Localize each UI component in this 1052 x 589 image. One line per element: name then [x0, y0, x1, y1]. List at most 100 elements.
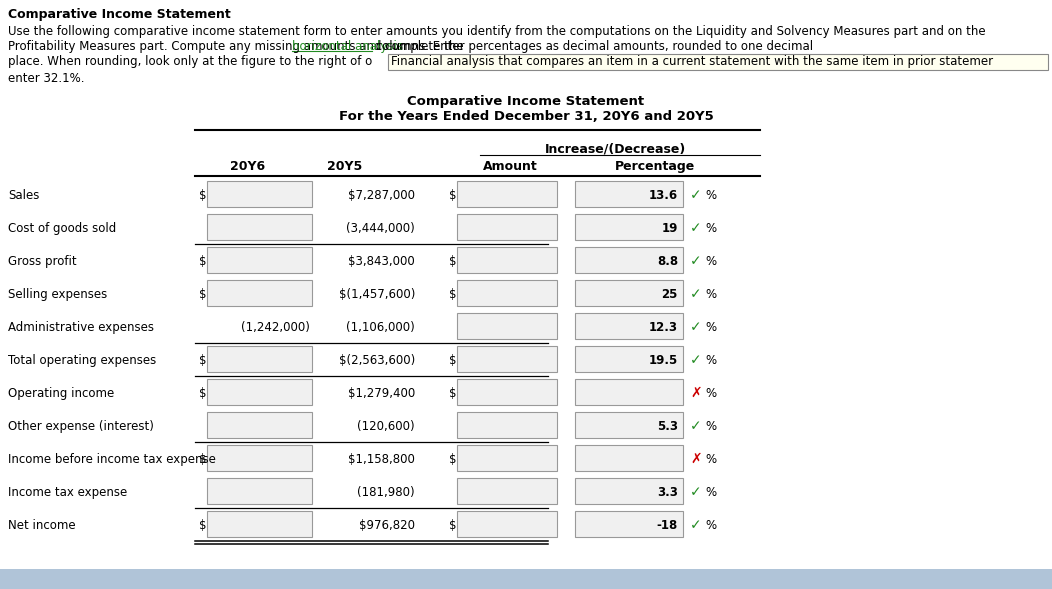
- Bar: [457, 346, 557, 372]
- Text: (3,444,000): (3,444,000): [346, 221, 414, 234]
- Text: ✗: ✗: [690, 452, 702, 466]
- Text: %: %: [705, 254, 716, 267]
- Text: 3.3: 3.3: [658, 486, 677, 499]
- Text: %: %: [705, 188, 716, 201]
- Text: $: $: [199, 254, 206, 267]
- Text: Profitability Measures part. Compute any missing amounts and complete the: Profitability Measures part. Compute any…: [8, 40, 467, 53]
- Text: (1,106,000): (1,106,000): [346, 320, 414, 333]
- Bar: [207, 280, 312, 306]
- Bar: [457, 280, 557, 306]
- Bar: [575, 346, 683, 372]
- Text: Total operating expenses: Total operating expenses: [8, 353, 157, 367]
- Bar: [207, 247, 312, 273]
- Text: $: $: [199, 353, 206, 367]
- Text: $(1,457,600): $(1,457,600): [339, 287, 414, 300]
- Bar: [575, 280, 683, 306]
- Text: Gross profit: Gross profit: [8, 254, 77, 267]
- Text: $: $: [199, 287, 206, 300]
- Text: ✓: ✓: [690, 254, 702, 268]
- Text: ✓: ✓: [690, 320, 702, 334]
- Text: ✓: ✓: [690, 419, 702, 433]
- Text: $1,158,800: $1,158,800: [348, 453, 414, 466]
- Text: %: %: [705, 221, 716, 234]
- Text: Net income: Net income: [8, 519, 76, 532]
- Text: Administrative expenses: Administrative expenses: [8, 320, 154, 333]
- Text: Selling expenses: Selling expenses: [8, 287, 107, 300]
- Bar: [207, 214, 312, 240]
- Text: %: %: [705, 353, 716, 367]
- Text: ✓: ✓: [690, 485, 702, 499]
- Bar: [207, 412, 312, 438]
- Text: %: %: [705, 519, 716, 532]
- Text: $: $: [449, 287, 457, 300]
- Text: ✓: ✓: [690, 518, 702, 532]
- Bar: [575, 181, 683, 207]
- Bar: [575, 511, 683, 537]
- Text: ✓: ✓: [690, 221, 702, 235]
- Text: $: $: [199, 519, 206, 532]
- Text: ✓: ✓: [690, 188, 702, 202]
- Text: -18: -18: [656, 519, 677, 532]
- Text: Comparative Income Statement: Comparative Income Statement: [407, 95, 645, 108]
- Bar: [457, 247, 557, 273]
- Bar: [575, 412, 683, 438]
- Text: $(2,563,600): $(2,563,600): [339, 353, 414, 367]
- Text: horizontal analysis: horizontal analysis: [292, 40, 403, 53]
- Text: 20Y5: 20Y5: [327, 160, 363, 173]
- Bar: [575, 247, 683, 273]
- Bar: [457, 478, 557, 504]
- Text: %: %: [705, 386, 716, 400]
- Bar: [575, 214, 683, 240]
- Text: 19: 19: [662, 221, 677, 234]
- Text: Financial analysis that compares an item in a current statement with the same it: Financial analysis that compares an item…: [391, 55, 993, 68]
- Text: Comparative Income Statement: Comparative Income Statement: [8, 8, 230, 21]
- Bar: [207, 445, 312, 471]
- Text: (1,242,000): (1,242,000): [241, 320, 310, 333]
- Text: Other expense (interest): Other expense (interest): [8, 419, 154, 433]
- Bar: [207, 181, 312, 207]
- Bar: [575, 478, 683, 504]
- Text: 5.3: 5.3: [658, 419, 677, 433]
- Bar: [457, 214, 557, 240]
- Text: $: $: [449, 254, 457, 267]
- Text: $976,820: $976,820: [359, 519, 414, 532]
- Text: ✗: ✗: [690, 386, 702, 400]
- Text: $: $: [449, 386, 457, 400]
- Bar: [575, 379, 683, 405]
- Text: columns. Enter percentages as decimal amounts, rounded to one decimal: columns. Enter percentages as decimal am…: [372, 40, 813, 53]
- Text: 8.8: 8.8: [656, 254, 677, 267]
- Text: Operating income: Operating income: [8, 386, 115, 400]
- Text: 12.3: 12.3: [649, 320, 677, 333]
- Bar: [575, 445, 683, 471]
- Bar: [457, 181, 557, 207]
- Text: ✓: ✓: [690, 353, 702, 367]
- Text: Use the following comparative income statement form to enter amounts you identif: Use the following comparative income sta…: [8, 25, 986, 38]
- Text: $7,287,000: $7,287,000: [348, 188, 414, 201]
- Text: Sales: Sales: [8, 188, 39, 201]
- Text: $: $: [449, 519, 457, 532]
- Text: %: %: [705, 419, 716, 433]
- Bar: [207, 346, 312, 372]
- Text: (120,600): (120,600): [358, 419, 414, 433]
- Text: %: %: [705, 320, 716, 333]
- Text: Percentage: Percentage: [614, 160, 695, 173]
- Bar: [207, 379, 312, 405]
- Bar: [0, 569, 1052, 589]
- Bar: [388, 54, 1048, 70]
- Text: Increase/(Decrease): Increase/(Decrease): [544, 142, 686, 155]
- Text: $1,279,400: $1,279,400: [348, 386, 414, 400]
- Text: enter 32.1%.: enter 32.1%.: [8, 72, 84, 85]
- Bar: [457, 412, 557, 438]
- Text: $: $: [199, 188, 206, 201]
- Text: For the Years Ended December 31, 20Y6 and 20Y5: For the Years Ended December 31, 20Y6 an…: [339, 110, 713, 123]
- Bar: [457, 445, 557, 471]
- Text: $: $: [449, 353, 457, 367]
- Bar: [457, 379, 557, 405]
- Text: 20Y6: 20Y6: [230, 160, 265, 173]
- Bar: [457, 511, 557, 537]
- Text: Cost of goods sold: Cost of goods sold: [8, 221, 117, 234]
- Text: 25: 25: [662, 287, 677, 300]
- Text: 19.5: 19.5: [649, 353, 677, 367]
- Text: %: %: [705, 486, 716, 499]
- Text: Income before income tax expense: Income before income tax expense: [8, 453, 216, 466]
